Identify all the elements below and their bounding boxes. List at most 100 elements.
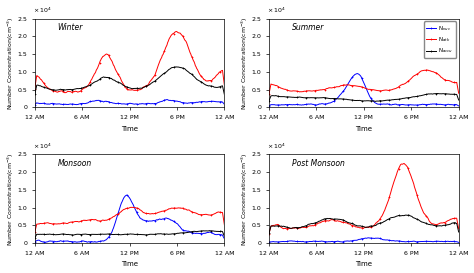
N$_{accu}$: [435, 92, 440, 95]
Line: N$_{nuc}$: N$_{nuc}$: [33, 98, 226, 106]
N$_{nuc}$: [196, 100, 201, 104]
N$_{atk}$: [128, 88, 134, 92]
N$_{atk}$: [426, 69, 432, 72]
N$_{nuc}$: [128, 102, 134, 105]
X-axis label: Time: Time: [356, 126, 373, 132]
N$_{atk}$: [434, 223, 440, 226]
N$_{atk}$: [32, 231, 37, 234]
N$_{atk}$: [206, 213, 211, 216]
Y-axis label: Number Concentration(cm$^{-3}$): Number Concentration(cm$^{-3}$): [6, 16, 16, 110]
N$_{accu}$: [173, 65, 179, 69]
N$_{accu}$: [426, 223, 432, 226]
N$_{accu}$: [440, 224, 446, 227]
N$_{nuc}$: [222, 103, 228, 106]
N$_{accu}$: [128, 232, 134, 236]
N$_{accu}$: [456, 230, 462, 234]
Text: Winter: Winter: [57, 23, 83, 32]
N$_{atk}$: [456, 92, 462, 95]
N$_{nuc}$: [362, 236, 368, 240]
Line: N$_{accu}$: N$_{accu}$: [33, 229, 226, 240]
N$_{nuc}$: [355, 72, 360, 75]
N$_{atk}$: [401, 162, 407, 165]
N$_{accu}$: [32, 93, 37, 96]
Line: N$_{nuc}$: N$_{nuc}$: [33, 194, 226, 244]
N$_{nuc}$: [456, 104, 462, 108]
N$_{nuc}$: [192, 232, 198, 235]
N$_{accu}$: [32, 236, 37, 240]
N$_{nuc}$: [32, 241, 37, 244]
N$_{atk}$: [440, 221, 446, 224]
N$_{atk}$: [173, 30, 179, 33]
N$_{accu}$: [222, 93, 228, 97]
N$_{accu}$: [195, 79, 201, 82]
N$_{nuc}$: [363, 85, 368, 88]
Text: $\times\,10^4$: $\times\,10^4$: [33, 6, 52, 15]
N$_{atk}$: [434, 72, 440, 75]
N$_{atk}$: [456, 227, 462, 231]
Line: N$_{atk}$: N$_{atk}$: [33, 30, 226, 94]
N$_{atk}$: [200, 213, 206, 216]
Line: N$_{nuc}$: N$_{nuc}$: [268, 72, 460, 107]
Line: N$_{atk}$: N$_{atk}$: [33, 206, 226, 234]
N$_{nuc}$: [283, 103, 288, 106]
N$_{atk}$: [196, 71, 201, 74]
N$_{atk}$: [283, 88, 288, 91]
N$_{accu}$: [205, 229, 211, 233]
Text: Post Monsoon: Post Monsoon: [292, 159, 345, 168]
N$_{accu}$: [426, 92, 432, 96]
Line: N$_{accu}$: N$_{accu}$: [33, 66, 226, 96]
N$_{accu}$: [48, 233, 54, 236]
N$_{atk}$: [283, 227, 288, 230]
N$_{atk}$: [362, 86, 368, 90]
N$_{nuc}$: [48, 102, 54, 105]
N$_{nuc}$: [129, 201, 135, 204]
N$_{nuc}$: [366, 236, 372, 239]
Y-axis label: Number Concentration(cm$^{-3}$): Number Concentration(cm$^{-3}$): [240, 16, 250, 110]
N$_{atk}$: [48, 88, 54, 91]
N$_{atk}$: [128, 206, 134, 209]
N$_{atk}$: [48, 222, 54, 225]
N$_{nuc}$: [49, 239, 55, 243]
N$_{accu}$: [194, 230, 200, 233]
N$_{nuc}$: [201, 232, 206, 235]
N$_{accu}$: [222, 235, 228, 238]
N$_{nuc}$: [426, 240, 432, 243]
N$_{nuc}$: [222, 237, 228, 241]
Text: Monsoon: Monsoon: [57, 159, 92, 168]
N$_{accu}$: [191, 230, 197, 233]
N$_{nuc}$: [429, 240, 435, 243]
N$_{nuc}$: [434, 102, 440, 106]
N$_{nuc}$: [440, 103, 446, 106]
N$_{nuc}$: [206, 100, 212, 103]
N$_{nuc}$: [196, 232, 201, 235]
Line: N$_{atk}$: N$_{atk}$: [268, 162, 460, 235]
N$_{nuc}$: [440, 240, 446, 243]
N$_{accu}$: [207, 229, 213, 232]
Legend: N$_{nuc}$, N$_{atk}$, N$_{accu}$: N$_{nuc}$, N$_{atk}$, N$_{accu}$: [424, 22, 456, 58]
N$_{accu}$: [429, 223, 435, 227]
N$_{atk}$: [222, 224, 228, 227]
N$_{nuc}$: [206, 231, 212, 234]
N$_{atk}$: [426, 219, 432, 222]
N$_{atk}$: [440, 77, 446, 80]
N$_{atk}$: [192, 64, 198, 67]
N$_{atk}$: [201, 77, 206, 80]
N$_{nuc}$: [429, 102, 435, 106]
N$_{accu}$: [441, 92, 447, 95]
N$_{accu}$: [406, 213, 411, 217]
N$_{accu}$: [266, 232, 272, 235]
X-axis label: Time: Time: [121, 262, 138, 268]
N$_{accu}$: [206, 84, 211, 88]
N$_{atk}$: [429, 222, 435, 225]
N$_{atk}$: [32, 87, 37, 91]
N$_{nuc}$: [43, 241, 48, 244]
N$_{nuc}$: [73, 103, 79, 106]
N$_{nuc}$: [434, 240, 440, 243]
N$_{accu}$: [434, 224, 440, 228]
N$_{accu}$: [283, 95, 288, 99]
N$_{atk}$: [266, 232, 272, 235]
N$_{atk}$: [429, 70, 435, 73]
N$_{accu}$: [373, 100, 378, 103]
Y-axis label: Number Concentration(cm$^{-3}$): Number Concentration(cm$^{-3}$): [6, 152, 16, 246]
N$_{atk}$: [195, 212, 201, 216]
